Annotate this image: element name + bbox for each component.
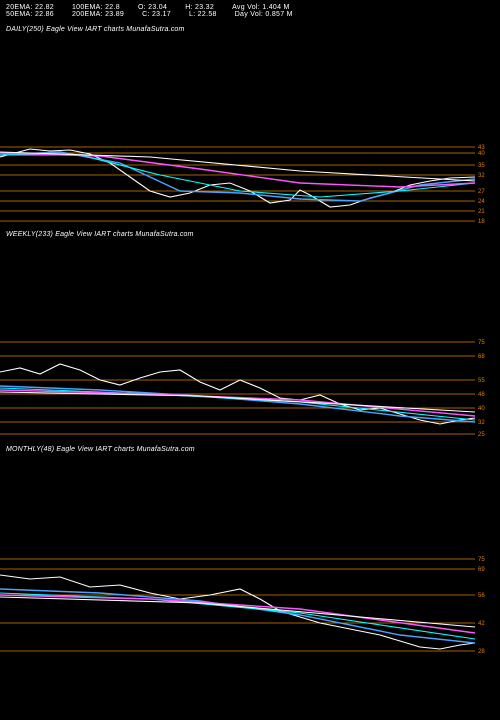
series-ema50	[0, 593, 475, 639]
ema200-label: 200EMA: 23.89	[72, 11, 124, 18]
open-label: O: 23.04	[138, 4, 167, 11]
chart-plot-2: 75 69 56 42 28	[0, 455, 500, 655]
series-ema200	[0, 152, 475, 181]
svg-text:27: 27	[478, 189, 485, 195]
series-price	[0, 575, 475, 649]
ema20-label: 20EMA: 22.82	[6, 4, 54, 11]
svg-text:24: 24	[478, 199, 485, 205]
chart-title-2: MONTHLY(48) Eagle View IART charts Munaf…	[0, 440, 500, 455]
ema100-label: 100EMA: 22.8	[72, 4, 120, 11]
dayvol-label: Day Vol: 0.857 M	[235, 11, 293, 18]
chart-plot-0: 4340353227242118	[0, 35, 500, 225]
chart-block-0: DAILY(250) Eagle View IART charts Munafa…	[0, 20, 500, 225]
svg-text:28: 28	[478, 649, 485, 655]
svg-text:32: 32	[478, 420, 485, 426]
chart-block-1: WEEKLY(233) Eagle View IART charts Munaf…	[0, 225, 500, 440]
svg-text:35: 35	[478, 163, 485, 169]
series-price	[0, 149, 475, 207]
svg-text:21: 21	[478, 209, 485, 215]
series-ema200	[0, 597, 475, 627]
svg-text:40: 40	[478, 151, 485, 157]
series-ema100	[0, 153, 475, 187]
close-label: C: 23.17	[142, 11, 171, 18]
low-label: L: 22.58	[189, 11, 217, 18]
svg-text:25: 25	[478, 432, 485, 438]
svg-text:69: 69	[478, 567, 485, 573]
svg-text:75: 75	[478, 340, 485, 346]
svg-text:75: 75	[478, 557, 485, 563]
stats-row-1: 20EMA: 22.82 100EMA: 22.8 O: 23.04 H: 23…	[6, 4, 494, 11]
svg-text:42: 42	[478, 621, 485, 627]
svg-text:48: 48	[478, 392, 485, 398]
svg-text:56: 56	[478, 593, 485, 599]
chart-plot-1: 75 68 55 48 40 32 25	[0, 240, 500, 440]
charts-container: DAILY(250) Eagle View IART charts Munafa…	[0, 20, 500, 655]
series-ema100	[0, 595, 475, 633]
high-label: H: 23.32	[185, 4, 214, 11]
svg-text:40: 40	[478, 406, 485, 412]
stats-header: 20EMA: 22.82 100EMA: 22.8 O: 23.04 H: 23…	[0, 0, 500, 20]
ema50-label: 50EMA: 22.86	[6, 11, 54, 18]
chart-title-1: WEEKLY(233) Eagle View IART charts Munaf…	[0, 225, 500, 240]
chart-block-2: MONTHLY(48) Eagle View IART charts Munaf…	[0, 440, 500, 655]
svg-text:32: 32	[478, 173, 485, 179]
chart-title-0: DAILY(250) Eagle View IART charts Munafa…	[0, 20, 500, 35]
stats-row-2: 50EMA: 22.86 200EMA: 23.89 C: 23.17 L: 2…	[6, 11, 494, 18]
svg-text:55: 55	[478, 378, 485, 384]
avgvol-label: Avg Vol: 1.404 M	[232, 4, 290, 11]
svg-text:68: 68	[478, 354, 485, 360]
